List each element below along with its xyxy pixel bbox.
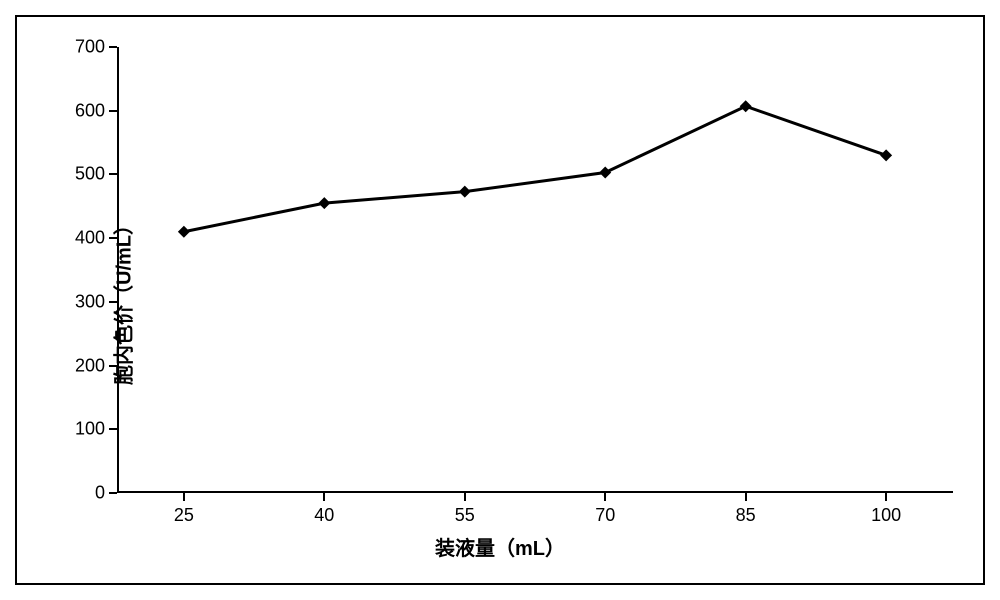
x-axis-title: 装液量（mL） bbox=[435, 532, 565, 561]
data-marker bbox=[880, 149, 892, 161]
x-tick-label: 100 bbox=[871, 505, 901, 526]
x-tick bbox=[885, 493, 887, 501]
x-tick-label: 55 bbox=[455, 505, 475, 526]
x-tick bbox=[183, 493, 185, 501]
x-tick-label: 85 bbox=[736, 505, 756, 526]
x-tick bbox=[745, 493, 747, 501]
y-tick-label: 0 bbox=[95, 483, 105, 504]
x-tick bbox=[323, 493, 325, 501]
line-series bbox=[117, 47, 953, 493]
y-tick-label: 700 bbox=[75, 37, 105, 58]
y-tick-label: 100 bbox=[75, 419, 105, 440]
x-tick-label: 40 bbox=[314, 505, 334, 526]
y-tick bbox=[109, 492, 117, 494]
y-tick-label: 300 bbox=[75, 291, 105, 312]
y-tick bbox=[109, 301, 117, 303]
x-tick-label: 70 bbox=[595, 505, 615, 526]
y-tick-label: 200 bbox=[75, 355, 105, 376]
chart-container: 胞内色价（U/mL） 装液量（mL） 010020030040050060070… bbox=[0, 0, 1000, 600]
data-marker bbox=[459, 186, 471, 198]
data-marker bbox=[178, 226, 190, 238]
series-line bbox=[184, 106, 886, 232]
data-marker bbox=[599, 167, 611, 179]
y-tick bbox=[109, 365, 117, 367]
y-tick-label: 500 bbox=[75, 164, 105, 185]
y-tick-label: 400 bbox=[75, 228, 105, 249]
plot-area: 01002003004005006007002540557085100 bbox=[117, 47, 953, 493]
y-tick-label: 600 bbox=[75, 100, 105, 121]
y-tick bbox=[109, 46, 117, 48]
chart-border: 胞内色价（U/mL） 装液量（mL） 010020030040050060070… bbox=[15, 15, 985, 585]
x-tick bbox=[464, 493, 466, 501]
y-tick bbox=[109, 173, 117, 175]
data-marker bbox=[740, 100, 752, 112]
x-tick bbox=[604, 493, 606, 501]
x-tick-label: 25 bbox=[174, 505, 194, 526]
y-tick bbox=[109, 110, 117, 112]
y-tick bbox=[109, 428, 117, 430]
y-tick bbox=[109, 237, 117, 239]
data-marker bbox=[318, 197, 330, 209]
